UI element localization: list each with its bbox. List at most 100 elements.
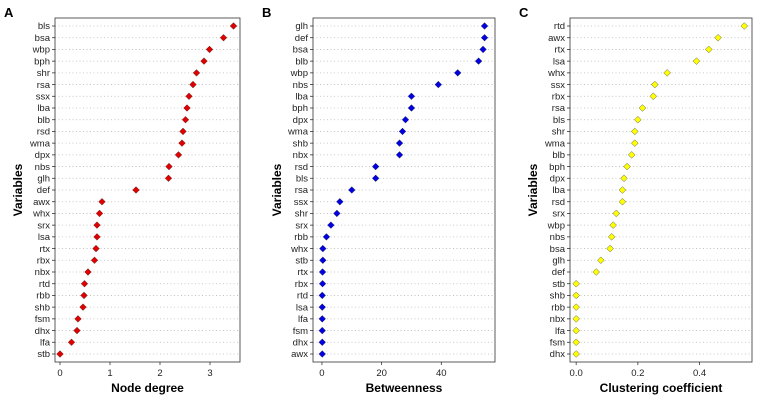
y-tick-label: rsa — [552, 103, 566, 114]
y-tick-label: glh — [295, 21, 308, 32]
y-tick-label: lfa — [555, 326, 566, 337]
data-point-nbx — [572, 315, 580, 323]
y-tick-label: rsd — [37, 127, 50, 138]
y-tick-label: def — [295, 33, 309, 44]
data-point-rtd — [80, 280, 89, 288]
data-point-bsa — [606, 244, 614, 253]
y-tick-label: whx — [547, 68, 565, 79]
y-tick-label: nbx — [293, 150, 309, 161]
y-tick-label: rbb — [36, 291, 50, 302]
data-point-awx — [318, 350, 326, 358]
y-tick-label: stb — [295, 255, 308, 266]
data-point-rbx — [318, 280, 327, 288]
y-tick-label: rbx — [552, 91, 565, 102]
y-tick-label: shr — [552, 127, 565, 138]
data-point-wbp — [205, 45, 214, 54]
data-point-bls — [634, 116, 642, 124]
data-point-whx — [95, 209, 104, 218]
y-tick-label: nbs — [550, 232, 566, 243]
y-tick-label: wbp — [547, 220, 565, 231]
data-point-rtx — [318, 268, 327, 276]
data-point-dpx — [401, 116, 410, 124]
y-tick-label: rbx — [37, 255, 50, 266]
data-point-wbp — [609, 221, 617, 229]
data-point-lsa — [93, 233, 101, 241]
y-tick-label: fsm — [550, 337, 565, 348]
y-tick-label: dhx — [550, 349, 566, 360]
data-point-rbb — [572, 303, 580, 311]
panel-label: A — [4, 5, 14, 20]
y-tick-label: nbx — [35, 267, 51, 278]
x-tick-label: 1 — [107, 368, 112, 379]
y-tick-label: glh — [37, 173, 50, 184]
data-point-whx — [663, 69, 671, 77]
x-tick-label: 20 — [376, 368, 387, 379]
data-point-rbb — [80, 291, 88, 300]
y-tick-label: srx — [552, 209, 565, 220]
y-tick-label: rtd — [297, 291, 308, 302]
y-tick-label: nbs — [293, 80, 309, 91]
y-tick-label: dpx — [35, 150, 51, 161]
y-tick-label: lfa — [40, 337, 51, 348]
data-point-stb — [56, 350, 64, 358]
y-tick-label: nbx — [550, 314, 566, 325]
data-point-lsa — [692, 57, 701, 65]
y-tick-label: bsa — [293, 45, 309, 56]
chart-panel-b: glhdefbsablbwbpnbslbabphdpxwmashbnbxrsdb… — [262, 5, 496, 395]
y-axis-title: Variables — [270, 163, 284, 216]
x-axis-title: Clustering coefficient — [600, 381, 723, 395]
data-point-rsd — [179, 127, 187, 136]
data-point-srx — [93, 221, 101, 229]
data-point-stb — [319, 256, 327, 264]
x-tick-label: 0 — [57, 368, 62, 379]
data-point-fsm — [74, 315, 82, 323]
y-tick-label: wma — [544, 138, 566, 149]
data-point-def — [592, 268, 600, 276]
data-point-rsa — [638, 104, 647, 112]
data-point-srx — [327, 221, 335, 229]
y-tick-label: lsa — [553, 56, 566, 67]
y-tick-label: wma — [287, 127, 309, 138]
data-point-dhx — [73, 326, 81, 335]
data-point-rbx — [90, 256, 99, 264]
data-point-dhx — [572, 350, 580, 358]
y-tick-label: ssx — [551, 80, 566, 91]
y-tick-label: def — [552, 267, 566, 278]
data-point-bls — [229, 22, 238, 30]
y-tick-label: rtd — [554, 21, 565, 32]
panel-label: B — [262, 5, 271, 20]
y-tick-label: lsa — [296, 302, 309, 313]
y-tick-label: dhx — [293, 337, 309, 348]
x-axis-title: Node degree — [111, 381, 184, 395]
data-point-nbx — [395, 151, 404, 159]
y-tick-label: bls — [38, 21, 50, 32]
data-point-blb — [628, 151, 636, 159]
data-point-lba — [618, 186, 627, 194]
data-point-shr — [631, 127, 639, 136]
data-point-lfa — [67, 338, 76, 346]
y-tick-label: rsa — [37, 80, 51, 91]
data-point-bsa — [219, 34, 228, 42]
y-tick-label: whx — [290, 244, 308, 255]
y-tick-label: shr — [37, 68, 50, 79]
data-point-rsd — [371, 162, 380, 171]
data-point-dpx — [174, 151, 183, 159]
y-tick-label: wbp — [32, 45, 50, 56]
y-tick-label: blb — [37, 115, 50, 126]
data-point-nbx — [84, 268, 92, 276]
y-tick-label: ssx — [294, 197, 309, 208]
data-point-whx — [319, 244, 327, 253]
data-point-rtx — [705, 45, 713, 54]
data-point-shb — [572, 291, 580, 300]
data-point-glh — [480, 22, 489, 30]
data-point-rbx — [649, 92, 657, 100]
y-tick-label: lsa — [38, 232, 51, 243]
y-tick-label: bph — [292, 103, 308, 114]
y-tick-label: rsd — [552, 197, 565, 208]
data-point-lfa — [318, 315, 326, 323]
y-tick-label: stb — [37, 349, 50, 360]
data-point-wma — [178, 139, 186, 147]
y-tick-label: blb — [552, 150, 565, 161]
chart-panel-c: rtdawxrtxlsawhxssxrbxrsablsshrwmablbbphd… — [519, 5, 753, 395]
